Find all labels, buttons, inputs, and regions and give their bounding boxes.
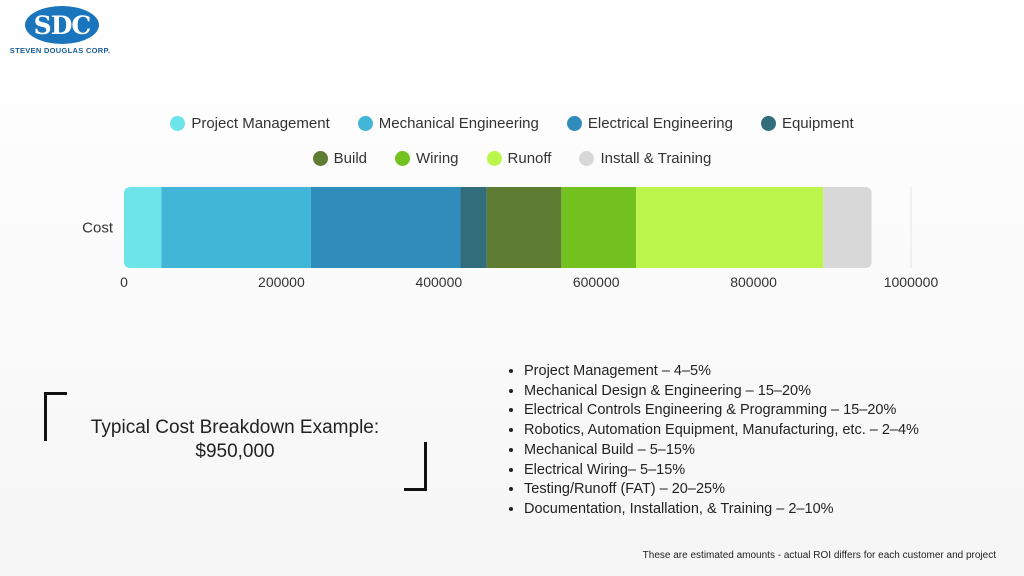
list-item: Electrical Wiring– 5–15%	[524, 461, 919, 481]
legend-label: Equipment	[781, 115, 854, 132]
cost-summary-box: Typical Cost Breakdown Example: $950,000	[70, 416, 400, 464]
x-tick-label: 0	[120, 274, 128, 290]
x-tick-label: 600000	[573, 274, 620, 290]
legend-label: Install & Training	[600, 150, 712, 167]
legend-swatch	[579, 151, 595, 166]
legend-swatch	[486, 151, 502, 166]
legend-swatch	[357, 116, 373, 131]
footnote: These are estimated amounts - actual ROI…	[642, 550, 996, 561]
x-tick-label: 400000	[415, 274, 462, 290]
bracket-bottom-right	[404, 442, 427, 491]
list-item: Mechanical Design & Engineering – 15–20%	[524, 382, 919, 402]
legend-item: Install & Training	[579, 150, 711, 167]
legend-swatch	[170, 116, 186, 131]
list-item: Documentation, Installation, & Training …	[524, 500, 919, 520]
logo-mark-text: SDC	[33, 10, 92, 40]
legend-label: Electrical Engineering	[587, 115, 733, 132]
legend-label: Runoff	[507, 150, 552, 167]
x-tick-label: 800000	[730, 274, 777, 290]
y-category-label: Cost	[82, 220, 114, 237]
logo-company-name: STEVEN DOUGLAS CORP.	[9, 46, 111, 55]
company-logo: SDC STEVEN DOUGLAS CORP.	[8, 6, 112, 55]
cost-percentage-list: Project Management – 4–5% Mechanical Des…	[508, 362, 919, 520]
legend-swatch	[566, 116, 582, 131]
bar-segment	[460, 187, 487, 268]
legend-item: Electrical Engineering	[566, 115, 733, 132]
legend-item: Wiring	[395, 150, 459, 167]
legend-item: Project Management	[170, 115, 330, 132]
stacked-cost-bar-chart: Cost 0 200000 400000 600000 800000 1000000	[82, 187, 939, 290]
bar-segment	[486, 187, 562, 268]
legend-swatch	[760, 116, 776, 131]
legend-label: Project Management	[191, 115, 330, 132]
list-item: Mechanical Build – 5–15%	[524, 441, 919, 461]
list-item: Robotics, Automation Equipment, Manufact…	[524, 421, 919, 441]
bar-segment	[161, 187, 311, 268]
list-item: Electrical Controls Engineering & Progra…	[524, 401, 919, 421]
bar-stack	[124, 187, 872, 268]
list-item: Project Management – 4–5%	[524, 362, 919, 382]
logo-mark: SDC	[25, 6, 99, 44]
legend-label: Mechanical Engineering	[378, 115, 539, 132]
x-tick-label: 1000000	[884, 274, 939, 290]
chart-legend-row-1: Project Management Mechanical Engineering…	[0, 115, 1024, 132]
list-item: Testing/Runoff (FAT) – 20–25%	[524, 480, 919, 500]
legend-swatch	[395, 151, 410, 166]
legend-item: Mechanical Engineering	[357, 115, 539, 132]
legend-item: Runoff	[486, 150, 552, 167]
legend-label: Build	[333, 150, 367, 167]
summary-title: Typical Cost Breakdown Example:	[90, 417, 380, 438]
summary-amount: $950,000	[195, 441, 275, 462]
bar-segment	[561, 187, 637, 268]
bar-segment	[823, 187, 872, 268]
chart-legend-row-2: Build Wiring Runoff Install & Training	[0, 150, 1024, 167]
bracket-top-left	[44, 392, 67, 441]
bar-segment	[124, 187, 162, 268]
legend-label: Wiring	[416, 150, 459, 167]
legend-swatch	[312, 151, 328, 166]
legend-item: Build	[312, 150, 367, 167]
bar-segment	[636, 187, 824, 268]
bar-segment	[310, 187, 461, 268]
x-tick-label: 200000	[258, 274, 305, 290]
legend-item: Equipment	[760, 115, 854, 132]
